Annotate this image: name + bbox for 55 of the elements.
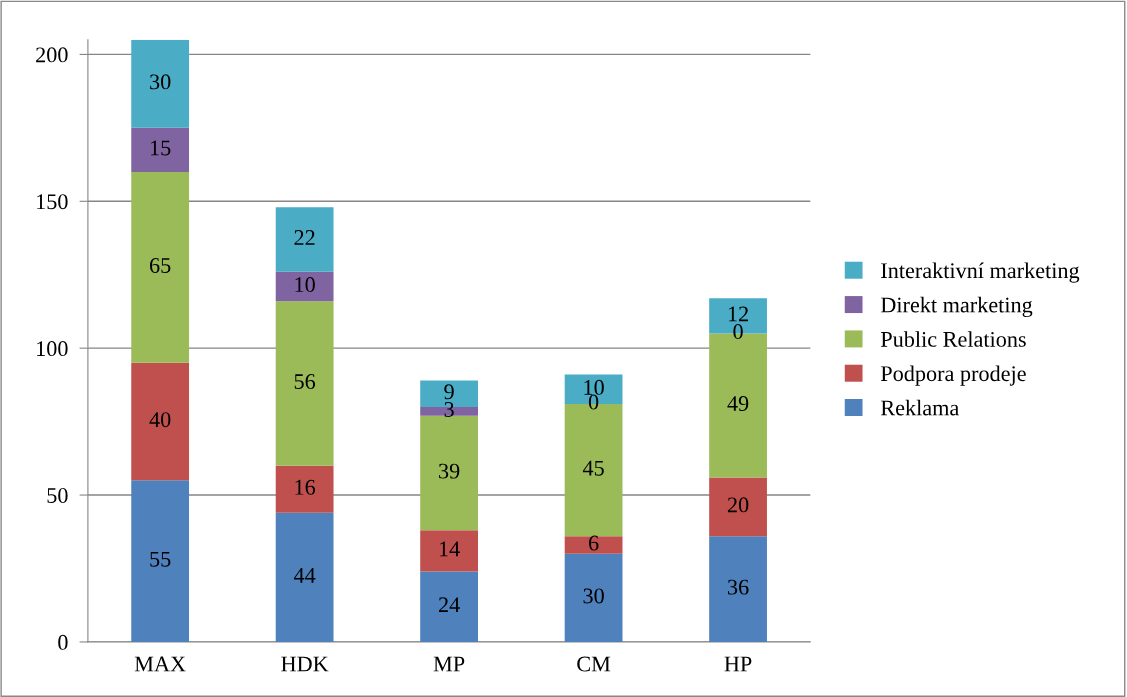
data-label: 10 <box>295 277 315 293</box>
legend-label: Interaktivní marketing <box>881 262 1080 283</box>
legend-label: Direkt marketing <box>880 296 1033 318</box>
y-tick-label: 50 <box>47 487 68 503</box>
bar <box>420 571 479 642</box>
bar <box>275 301 334 466</box>
data-label: 16 <box>295 479 316 495</box>
y-tick-label: 150 <box>37 194 68 210</box>
bar <box>131 480 190 642</box>
bar <box>275 465 334 513</box>
data-label: 56 <box>294 374 316 389</box>
data-label: 49 <box>727 396 749 412</box>
data-label: 22 <box>294 230 315 245</box>
data-label: 36 <box>728 579 749 595</box>
bar <box>564 553 623 642</box>
data-label: 12 <box>728 306 748 322</box>
legend-label: Public Relations <box>880 331 1026 347</box>
data-label: 15 <box>150 140 171 156</box>
bar <box>709 477 767 537</box>
x-tick-label: MAX <box>134 656 186 672</box>
bar <box>564 536 623 554</box>
x-tick-label: HP <box>724 656 752 672</box>
bar <box>275 271 334 302</box>
data-label: 55 <box>150 551 171 567</box>
x-tick-label: CM <box>577 656 611 672</box>
bar <box>420 530 479 572</box>
data-label: 30 <box>150 74 171 90</box>
y-tick-label: 100 <box>37 341 68 357</box>
data-label: 14 <box>439 541 460 557</box>
data-label: 24 <box>438 597 460 613</box>
data-label: 44 <box>293 568 316 583</box>
bar <box>131 362 190 481</box>
y-tick-label: 200 <box>36 47 68 63</box>
legend-label: Podpora prodeje <box>880 365 1026 386</box>
data-label: 9 <box>444 384 454 400</box>
x-tick-label: MP <box>433 656 465 672</box>
data-label: 20 <box>727 497 749 513</box>
bar <box>275 207 334 272</box>
data-label: 40 <box>149 412 171 428</box>
data-label: 6 <box>588 535 599 551</box>
y-tick-label: 0 <box>58 634 68 650</box>
data-label: 10 <box>584 379 604 395</box>
legend-label: Reklama <box>880 399 959 416</box>
data-label: 30 <box>583 588 604 604</box>
data-label: 65 <box>149 258 171 273</box>
data-label: 3 <box>444 401 454 417</box>
data-label: 39 <box>439 463 460 479</box>
bar <box>131 127 190 172</box>
data-label: 45 <box>582 460 604 476</box>
bar <box>420 415 479 531</box>
bar <box>131 39 190 128</box>
bar <box>709 536 767 642</box>
x-tick-label: HDK <box>281 656 329 672</box>
bar <box>131 171 190 363</box>
bar <box>275 512 334 642</box>
